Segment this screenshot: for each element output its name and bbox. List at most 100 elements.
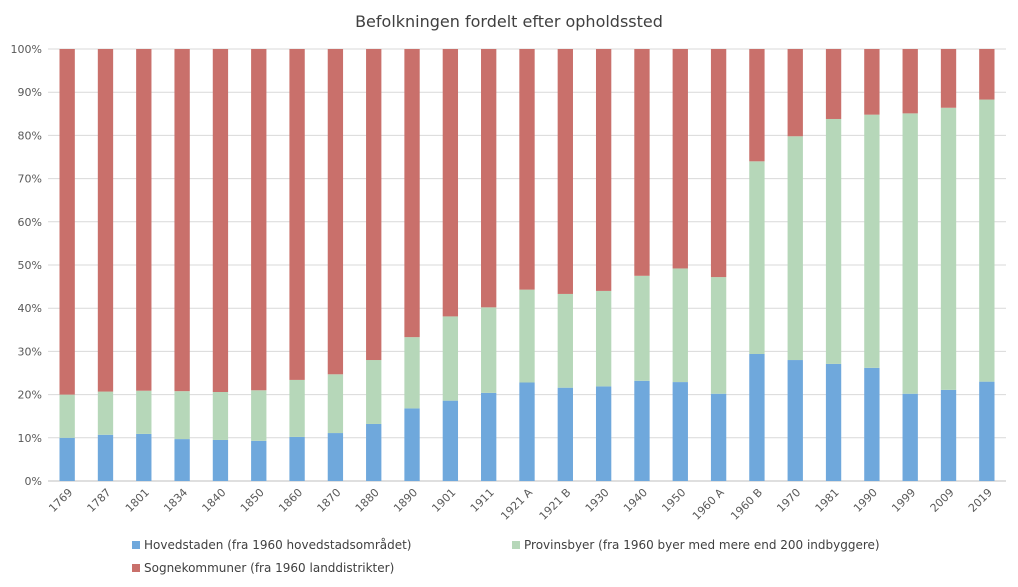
bar-segment-series-2 — [710, 277, 727, 394]
legend-item: Provinsbyer (fra 1960 byer med mere end … — [512, 538, 880, 552]
bar-segment-series-2 — [136, 390, 152, 434]
bar-segment-series-3 — [825, 49, 842, 119]
bar-segment-series-2 — [59, 394, 75, 438]
bar-segment-series-1 — [251, 440, 267, 481]
bar-segment-series-3 — [289, 49, 305, 380]
legend-swatch — [512, 541, 520, 549]
bar-segment-series-3 — [787, 49, 803, 137]
x-tick-label: 2009 — [928, 486, 957, 515]
x-tick-label: 1930 — [583, 486, 612, 515]
bar-segment-series-2 — [940, 107, 957, 390]
bar-segment-series-1 — [289, 436, 305, 481]
bar-segment-series-1 — [940, 389, 957, 481]
bar-segment-series-1 — [481, 392, 497, 481]
bar-segment-series-2 — [979, 99, 995, 382]
bar-segment-series-3 — [595, 49, 612, 291]
x-tick-label: 1999 — [889, 486, 918, 515]
x-tick-label: 1990 — [851, 486, 880, 515]
bar-segment-series-2 — [289, 379, 305, 437]
bar-segment-series-2 — [212, 392, 229, 440]
bar-segment-series-3 — [902, 49, 918, 114]
x-tick-label: 1901 — [429, 486, 458, 515]
bar-segment-series-3 — [59, 49, 75, 395]
bar-segment-series-2 — [634, 275, 650, 381]
x-tick-label: 1921 B — [537, 486, 574, 523]
y-tick-label: 20% — [18, 389, 42, 402]
bar-segment-series-1 — [634, 380, 650, 481]
bar-segment-series-1 — [672, 382, 688, 481]
y-tick-label: 50% — [18, 259, 42, 272]
x-tick-label: 1787 — [85, 486, 114, 515]
bar-segment-series-3 — [672, 49, 688, 269]
legend-item: Sognekommuner (fra 1960 landdistrikter) — [132, 561, 394, 575]
y-tick-label: 40% — [18, 302, 42, 315]
y-axis-ticks: 0% 10% 20% 30% 40% 50% 60% 70% 80% 90% 100% — [11, 43, 42, 488]
bar-segment-series-2 — [787, 136, 803, 361]
bar-segment-series-1 — [557, 387, 573, 481]
x-tick-label: 1850 — [238, 486, 267, 515]
y-tick-label: 80% — [18, 129, 42, 142]
x-tick-label: 1960 B — [728, 486, 765, 523]
bar-segment-series-2 — [749, 161, 765, 354]
x-tick-label: 1981 — [813, 486, 842, 515]
x-tick-label: 1870 — [315, 486, 344, 515]
bar-segment-series-2 — [251, 390, 267, 441]
y-tick-label: 100% — [11, 43, 42, 56]
bar-segment-series-1 — [174, 439, 190, 481]
bar-segment-series-3 — [174, 49, 190, 392]
bar-segment-series-3 — [404, 49, 420, 338]
bar-segment-series-3 — [634, 49, 650, 276]
bar-segment-series-1 — [710, 393, 727, 481]
bar-segment-series-3 — [212, 49, 229, 393]
legend-label: Provinsbyer (fra 1960 byer med mere end … — [524, 538, 880, 552]
bar-segment-series-1 — [787, 360, 803, 481]
bar-segment-series-3 — [710, 49, 727, 278]
bar-segment-series-1 — [59, 437, 75, 481]
x-tick-label: 1890 — [391, 486, 420, 515]
bar-segment-series-1 — [864, 367, 880, 481]
bar-segment-series-3 — [557, 49, 573, 294]
x-tick-label: 1880 — [353, 486, 382, 515]
x-tick-label: 1769 — [46, 486, 75, 515]
legend-label: Sognekommuner (fra 1960 landdistrikter) — [144, 561, 394, 575]
bar-segment-series-2 — [442, 316, 459, 401]
bar-segment-series-3 — [97, 49, 114, 392]
y-tick-label: 30% — [18, 345, 42, 358]
bar-segment-series-2 — [557, 293, 573, 388]
bar-segment-series-1 — [212, 439, 229, 481]
bar-segment-series-3 — [519, 49, 535, 290]
bar-segment-series-2 — [481, 307, 497, 393]
legend-item: Hovedstaden (fra 1960 hovedstadsområdet) — [132, 538, 412, 552]
bar-segment-series-3 — [749, 49, 765, 162]
bar-segment-series-3 — [136, 49, 152, 391]
legend-label: Hovedstaden (fra 1960 hovedstadsområdet) — [144, 538, 412, 552]
bar-segment-series-2 — [174, 391, 190, 440]
bar-segment-series-2 — [404, 337, 420, 409]
bar-segment-series-1 — [595, 386, 612, 481]
y-tick-label: 60% — [18, 216, 42, 229]
y-tick-label: 0% — [25, 475, 42, 488]
bar-segment-series-3 — [327, 49, 344, 375]
x-tick-label: 1950 — [659, 486, 688, 515]
bar-segment-series-1 — [442, 400, 459, 481]
bars — [59, 49, 995, 481]
y-tick-label: 10% — [18, 432, 42, 445]
x-axis-ticks: 1769 1787 1801 1834 1840 1850 1860 1870 1880 1890… — [46, 486, 995, 523]
x-tick-label: 1801 — [123, 486, 152, 515]
x-tick-label: 2019 — [966, 486, 995, 515]
bar-segment-series-1 — [979, 381, 995, 481]
bar-segment-series-2 — [97, 391, 114, 435]
bar-segment-series-3 — [366, 49, 382, 361]
bar-segment-series-2 — [864, 114, 880, 368]
x-tick-label: 1960 A — [690, 486, 727, 523]
x-tick-label: 1921 A — [498, 486, 535, 523]
x-tick-label: 1834 — [161, 486, 190, 515]
bar-segment-series-3 — [979, 49, 995, 100]
x-tick-label: 1970 — [774, 486, 803, 515]
bar-segment-series-2 — [595, 290, 612, 387]
x-tick-label: 1911 — [468, 486, 497, 515]
bar-segment-series-1 — [327, 433, 344, 481]
bar-segment-series-1 — [97, 434, 114, 481]
